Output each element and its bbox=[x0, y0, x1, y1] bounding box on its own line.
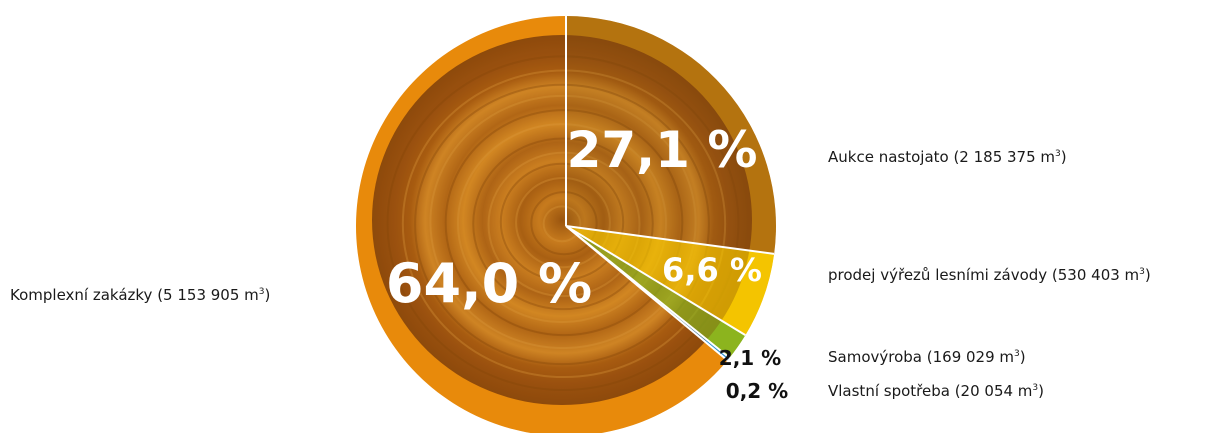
pie-slice-tint bbox=[566, 226, 746, 358]
percent-label: 0,2 % bbox=[726, 379, 788, 403]
legend-samovyroba: Samovýroba (169 029 m3) bbox=[828, 348, 1026, 366]
wood-stump bbox=[372, 35, 752, 405]
wood-ring bbox=[386, 55, 740, 392]
slice-separator bbox=[565, 225, 775, 255]
wood-ring bbox=[429, 94, 697, 350]
percent-label: 2,1 % bbox=[719, 346, 781, 370]
legend-aukce: Aukce nastojato (2 185 375 m3) bbox=[828, 148, 1067, 166]
percent-label: 6,6 % bbox=[662, 251, 762, 289]
pie-slice-tint bbox=[566, 226, 775, 336]
wood-ring bbox=[401, 69, 727, 379]
percent-label: 27,1 % bbox=[567, 121, 758, 179]
wood-ring bbox=[444, 109, 684, 337]
wood-ring bbox=[542, 205, 582, 243]
pie-slice-tint bbox=[566, 16, 776, 254]
pie-slice-tint bbox=[356, 16, 728, 433]
wood-ring bbox=[487, 151, 641, 298]
wood-ring bbox=[414, 83, 710, 366]
wood-ring bbox=[499, 162, 625, 282]
legend-prodej: prodej výřezů lesními závody (530 403 m3… bbox=[828, 266, 1151, 284]
slice-separator bbox=[565, 225, 729, 362]
wood-ring bbox=[515, 176, 611, 269]
slice-separator bbox=[565, 225, 746, 337]
wood-ring bbox=[530, 191, 598, 256]
percent-labels: 27,1 % 6,6 % 2,1 % 0,2 % 64,0 % bbox=[386, 121, 788, 403]
wood-ring bbox=[472, 137, 654, 311]
wood-texture bbox=[356, 16, 776, 433]
percent-label: 64,0 % bbox=[386, 252, 592, 315]
wood-ring bbox=[456, 123, 668, 324]
legend-komplexni: Komplexní zakázky (5 153 905 m3) bbox=[10, 286, 271, 304]
legend-vlastni: Vlastní spotřeba (20 054 m3) bbox=[828, 382, 1045, 400]
